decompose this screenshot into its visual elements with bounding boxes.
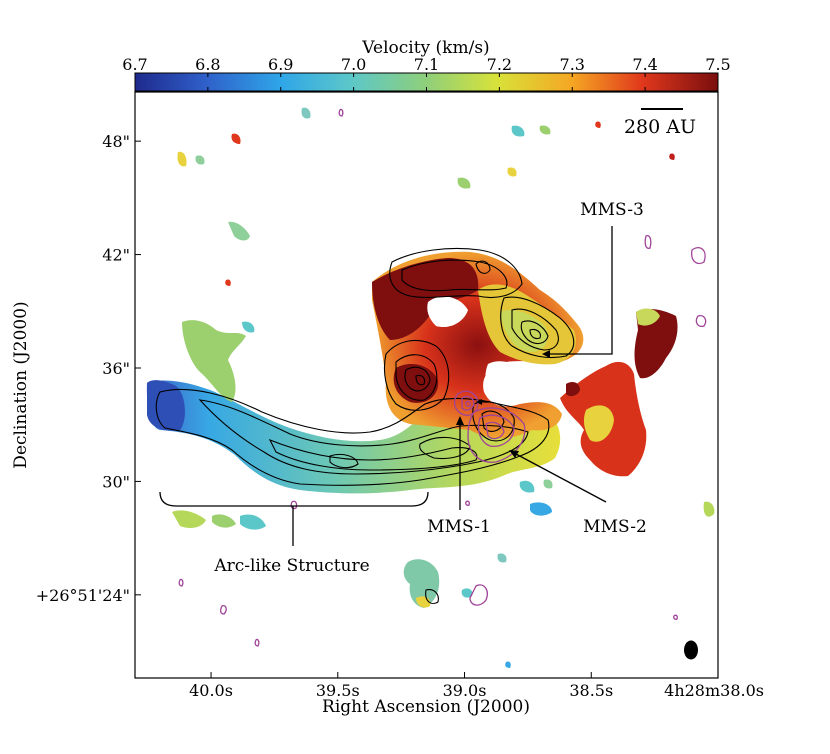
arrow-mms3 <box>548 226 613 355</box>
colorbar-tick-label: 6.7 <box>122 55 147 74</box>
magenta-contours <box>178 108 707 647</box>
x-tick-label: 38.5s <box>569 681 613 700</box>
x-axis-ticks: 40.0s 39.5s 39.0s 38.5s 4h28m38.0s <box>189 672 764 700</box>
velocity-emission <box>146 107 715 668</box>
intensity-contours <box>155 248 575 605</box>
x-tick-label: 4h28m38.0s <box>664 681 764 700</box>
label-mms2: MMS-2 <box>583 517 647 537</box>
x-tick-label: 39.0s <box>443 681 487 700</box>
y-tick-label: 30" <box>102 472 130 491</box>
northern-ridge-emission <box>372 258 479 340</box>
x-axis-label: Right Ascension (J2000) <box>322 697 530 717</box>
plot-border <box>134 91 719 679</box>
knot-east <box>566 382 580 397</box>
y-tick-label: 48" <box>102 132 130 151</box>
label-mms1: MMS-1 <box>427 517 491 537</box>
scale-bar: 280 AU <box>624 108 696 138</box>
annotation-arc: Arc-like Structure <box>159 491 429 576</box>
colorbar-tick-label: 7.4 <box>632 55 657 74</box>
colorbar-ticks: 6.7 6.8 6.9 7.0 7.1 7.2 7.3 7.4 7.5 <box>122 55 731 91</box>
annotation-mms1-pointer <box>476 399 490 405</box>
colorbar-label: Velocity (km/s) <box>361 38 489 58</box>
y-axis-ticks: 48" 42" 36" 30" +26°51'24" <box>36 132 141 605</box>
y-tick-label: 36" <box>102 359 130 378</box>
cavity-north <box>427 296 468 328</box>
arc-brace <box>159 491 429 507</box>
y-axis-label: Declination (J2000) <box>11 301 31 468</box>
colorbar-tick-label: 7.1 <box>414 55 439 74</box>
arrowhead-mms2 <box>509 450 519 458</box>
colorbar-tick-label: 6.8 <box>195 55 220 74</box>
x-tick-label: 39.5s <box>316 681 360 700</box>
label-arc: Arc-like Structure <box>213 556 369 576</box>
eastern-arm-emission <box>634 309 678 379</box>
arc-arm-emission <box>182 320 246 402</box>
colorbar-tick-label: 7.2 <box>487 55 512 74</box>
eastern-clump-yellow <box>583 405 614 442</box>
arc-tail-emission <box>147 380 185 431</box>
x-tick-label: 40.0s <box>189 681 233 700</box>
cavity-center <box>485 361 524 397</box>
scale-bar-label: 280 AU <box>624 116 696 138</box>
y-tick-label: +26°51'24" <box>36 586 130 605</box>
colorbar-tick-label: 7.0 <box>341 55 366 74</box>
colorbar-tick-label: 6.9 <box>268 55 293 74</box>
pointer-head <box>476 399 482 405</box>
plot-area: 40.0s 39.5s 39.0s 38.5s 4h28m38.0s 48" 42" 36"… <box>36 91 764 700</box>
eastern-arm-tip <box>636 308 660 326</box>
annotation-mms1: MMS-1 <box>427 416 491 537</box>
label-mms3: MMS-3 <box>580 200 644 220</box>
arrowhead-mms3 <box>542 350 550 358</box>
arrow-mms2 <box>515 453 607 503</box>
scattered-patches <box>172 107 715 668</box>
colorbar-tick-label: 7.5 <box>705 55 730 74</box>
annotation-mms3: MMS-3 <box>542 200 644 358</box>
colorbar-tick-label: 7.3 <box>560 55 585 74</box>
annotation-mms2: MMS-2 <box>509 450 647 537</box>
arrowhead-mms1 <box>456 416 464 425</box>
colorbar: Velocity (km/s) 6.7 6.8 6.9 7.0 7.1 7.2 7.3 7.4… <box>122 38 731 92</box>
beam-ellipse <box>684 640 698 660</box>
y-tick-label: 42" <box>102 246 130 265</box>
